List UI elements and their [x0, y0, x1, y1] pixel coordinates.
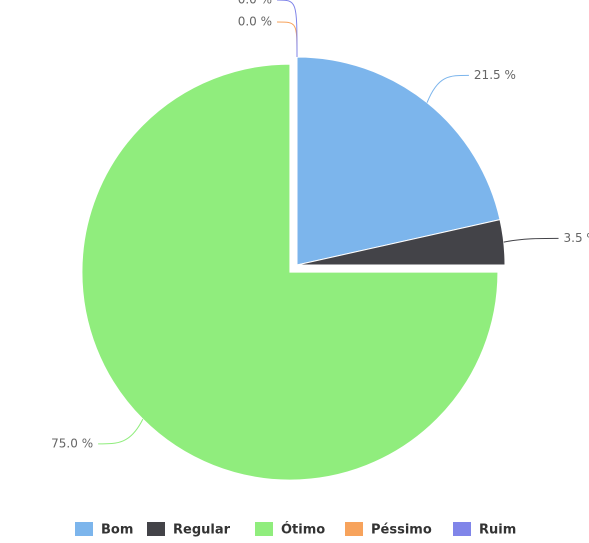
- connector: [503, 237, 559, 243]
- data-label: 75.0 %: [51, 436, 93, 450]
- data-label: 3.5 %: [564, 231, 589, 245]
- connector: [426, 74, 469, 103]
- legend-swatch[interactable]: [345, 522, 363, 536]
- legend-swatch[interactable]: [75, 522, 93, 536]
- legend-swatch[interactable]: [453, 522, 471, 536]
- legend-label[interactable]: Bom: [101, 523, 133, 538]
- data-label: 0.0 %: [238, 15, 272, 29]
- connector: [276, 21, 298, 58]
- legend-label[interactable]: Regular: [173, 523, 231, 538]
- legend-swatch[interactable]: [147, 522, 165, 536]
- legend-label[interactable]: Péssimo: [371, 523, 432, 538]
- connector: [276, 0, 298, 58]
- data-label: 0.0 %: [238, 0, 272, 7]
- legend-label[interactable]: Ruim: [479, 523, 516, 538]
- data-label: 21.5 %: [474, 68, 516, 82]
- connector: [98, 418, 144, 445]
- legend-swatch[interactable]: [255, 522, 273, 536]
- legend-label[interactable]: Ótimo: [281, 522, 325, 538]
